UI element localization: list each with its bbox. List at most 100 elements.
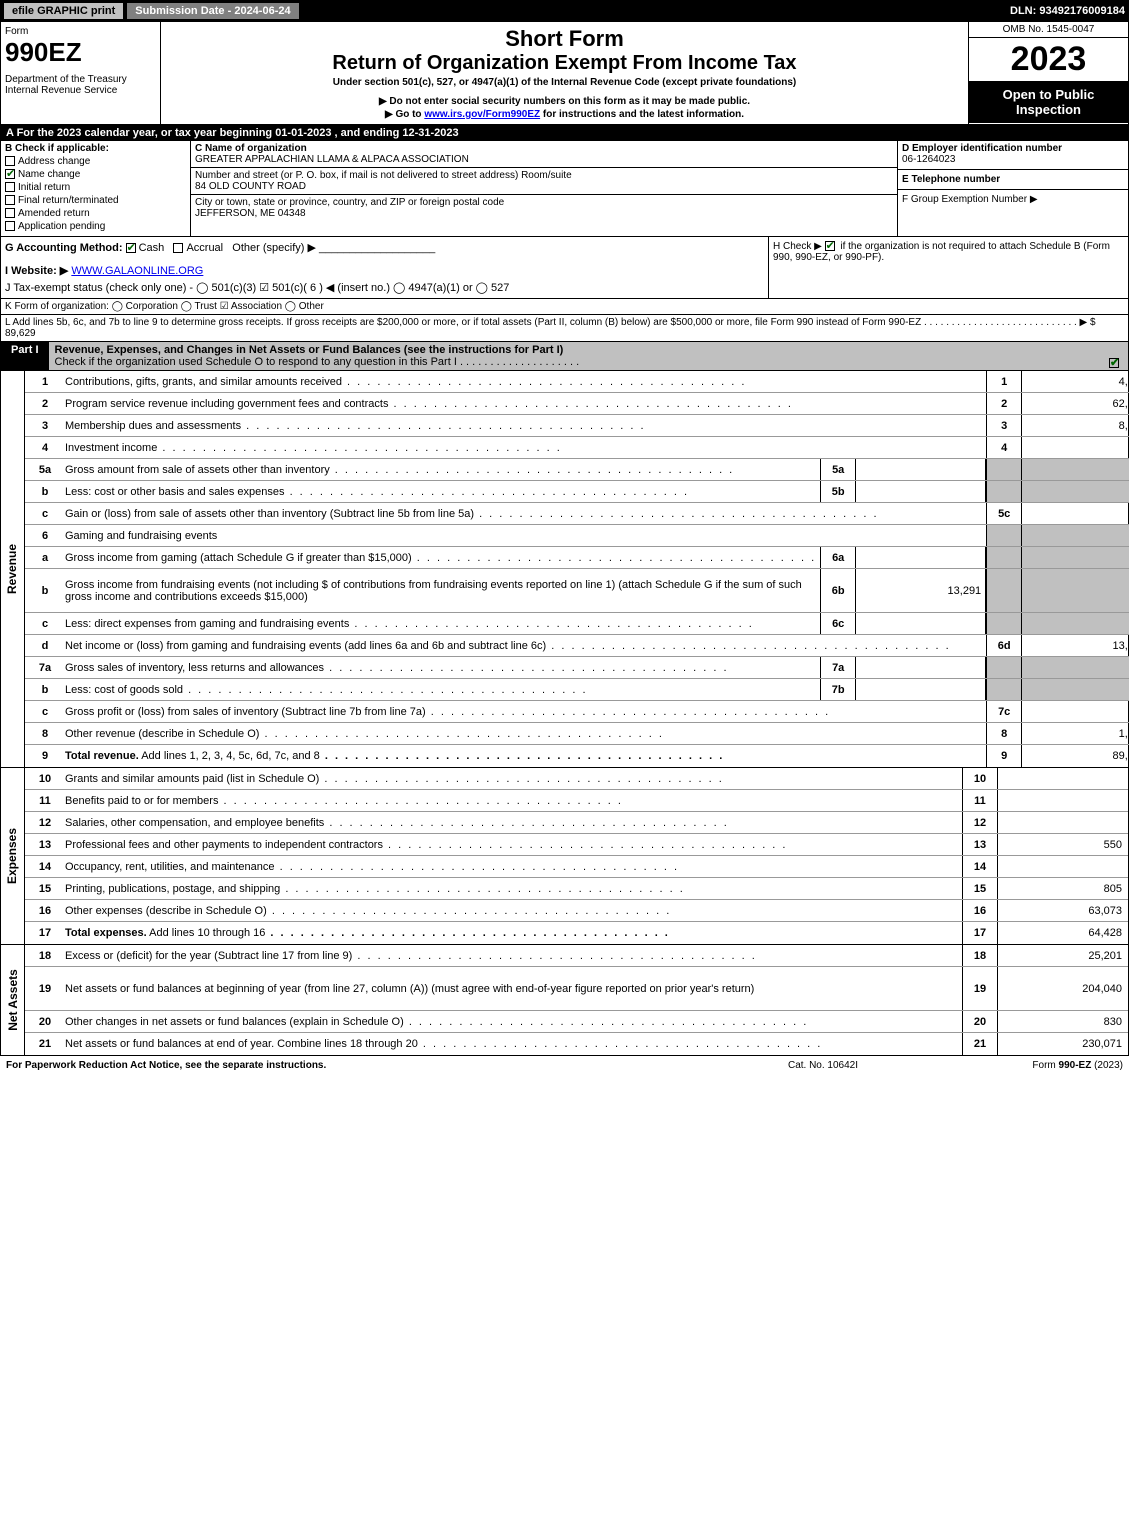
exp-line-12: 12Salaries, other compensation, and empl…: [25, 812, 1128, 834]
H-pre: H Check ▶: [773, 241, 825, 252]
irs-link[interactable]: www.irs.gov/Form990EZ: [424, 109, 540, 120]
rev-no-b: b: [25, 684, 65, 696]
rev-desc-c: Gain or (loss) from sale of assets other…: [65, 508, 986, 520]
exp-no-10: 10: [25, 773, 65, 785]
rev-ramt-4: [1022, 437, 1129, 458]
dln-label: DLN:: [1010, 5, 1039, 17]
rev-rno-b: [986, 481, 1022, 502]
header-right: OMB No. 1545-0047 2023 Open to Public In…: [968, 22, 1128, 124]
rev-ramt-d: 13,291: [1022, 635, 1129, 656]
rev-subno-b: 6b: [820, 569, 856, 612]
rev-subamt-a: [856, 547, 986, 568]
column-C: C Name of organization GREATER APPALACHI…: [191, 141, 898, 236]
net-rno-20: 20: [962, 1011, 998, 1032]
section-GH: G Accounting Method: Cash Accrual Other …: [0, 237, 1129, 299]
rev-line-a: aGross income from gaming (attach Schedu…: [25, 547, 1129, 569]
net-desc-18: Excess or (deficit) for the year (Subtra…: [65, 950, 962, 962]
rev-line-d: dNet income or (loss) from gaming and fu…: [25, 635, 1129, 657]
form-number: 990EZ: [5, 37, 156, 68]
submission-date-value: 2024-06-24: [234, 5, 290, 17]
part1-title: Revenue, Expenses, and Changes in Net As…: [49, 342, 1128, 370]
org-city: JEFFERSON, ME 04348: [195, 208, 893, 219]
rev-ramt-8: 1,888: [1022, 723, 1129, 744]
part1-tag: Part I: [1, 342, 49, 370]
rev-rno-c: 7c: [986, 701, 1022, 722]
rev-no-b: b: [25, 486, 65, 498]
net-ramt-18: 25,201: [998, 945, 1128, 966]
exp-line-14: 14Occupancy, rent, utilities, and mainte…: [25, 856, 1128, 878]
rev-line-5a: 5aGross amount from sale of assets other…: [25, 459, 1129, 481]
part1-checkbox[interactable]: [1109, 358, 1119, 368]
rev-line-c: cGross profit or (loss) from sales of in…: [25, 701, 1129, 723]
B-checkbox-4[interactable]: [5, 208, 15, 218]
G-label: G Accounting Method:: [5, 242, 126, 254]
net-ramt-19: 204,040: [998, 967, 1128, 1010]
cash-checkbox[interactable]: [126, 243, 136, 253]
B-checkbox-5[interactable]: [5, 221, 15, 231]
open-to-public: Open to Public Inspection: [969, 81, 1128, 123]
website-link[interactable]: WWW.GALAONLINE.ORG: [71, 265, 203, 277]
dln-value: 93492176009184: [1039, 5, 1125, 17]
rev-subamt-7a: [856, 657, 986, 678]
J-tax-exempt: J Tax-exempt status (check only one) - ◯…: [5, 281, 764, 294]
rev-rno-1: 1: [986, 371, 1022, 392]
rev-ramt-5a: [1022, 459, 1129, 480]
exp-desc-14: Occupancy, rent, utilities, and maintena…: [65, 861, 962, 873]
exp-desc-12: Salaries, other compensation, and employ…: [65, 817, 962, 829]
header-center: Short Form Return of Organization Exempt…: [161, 22, 968, 124]
B-checkbox-1[interactable]: [5, 169, 15, 179]
B-checkbox-2[interactable]: [5, 182, 15, 192]
rev-no-4: 4: [25, 442, 65, 454]
exp-rno-14: 14: [962, 856, 998, 877]
exp-ramt-15: 805: [998, 878, 1128, 899]
rev-desc-9: Total revenue. Add lines 1, 2, 3, 4, 5c,…: [65, 750, 986, 762]
rev-no-c: c: [25, 618, 65, 630]
exp-desc-17: Total expenses. Add lines 10 through 16: [65, 927, 962, 939]
net-no-18: 18: [25, 950, 65, 962]
rev-desc-b: Less: cost of goods sold: [65, 684, 820, 696]
exp-line-17: 17Total expenses. Add lines 10 through 1…: [25, 922, 1128, 944]
L-gross-receipts: L Add lines 5b, 6c, and 7b to line 9 to …: [0, 315, 1129, 342]
rev-subamt-b: [856, 679, 986, 700]
rev-line-2: 2Program service revenue including gover…: [25, 393, 1129, 415]
rev-no-a: a: [25, 552, 65, 564]
org-street: 84 OLD COUNTY ROAD: [195, 181, 893, 192]
exp-rno-13: 13: [962, 834, 998, 855]
F-group-label: F Group Exemption Number ▶: [902, 194, 1124, 205]
exp-no-12: 12: [25, 817, 65, 829]
exp-rno-15: 15: [962, 878, 998, 899]
rev-line-b: bGross income from fundraising events (n…: [25, 569, 1129, 613]
rev-line-4: 4Investment income4: [25, 437, 1129, 459]
rev-line-1: 1Contributions, gifts, grants, and simil…: [25, 371, 1129, 393]
omb-number: OMB No. 1545-0047: [969, 22, 1128, 38]
exp-ramt-14: [998, 856, 1128, 877]
rev-ramt-c: [1022, 503, 1129, 524]
rev-line-3: 3Membership dues and assessments38,104: [25, 415, 1129, 437]
efile-print-button[interactable]: efile GRAPHIC print: [4, 3, 123, 19]
H-checkbox[interactable]: [825, 241, 835, 251]
rev-rno-9: 9: [986, 745, 1022, 767]
exp-rno-12: 12: [962, 812, 998, 833]
B-checkbox-3[interactable]: [5, 195, 15, 205]
rev-no-9: 9: [25, 750, 65, 762]
ein-value: 06-1264023: [902, 154, 1124, 165]
rev-rno-a: [986, 547, 1022, 568]
rev-rno-2: 2: [986, 393, 1022, 414]
rev-no-c: c: [25, 508, 65, 520]
rev-ramt-3: 8,104: [1022, 415, 1129, 436]
header-subtitle-1: Under section 501(c), 527, or 4947(a)(1)…: [165, 77, 964, 88]
rev-rno-7a: [986, 657, 1022, 678]
part1-header: Part I Revenue, Expenses, and Changes in…: [0, 342, 1129, 371]
exp-ramt-17: 64,428: [998, 922, 1128, 944]
revenue-vlabel: Revenue: [1, 371, 25, 767]
L-text: L Add lines 5b, 6c, and 7b to line 9 to …: [5, 317, 1096, 328]
accrual-checkbox[interactable]: [173, 243, 183, 253]
rev-line-b: bLess: cost of goods sold7b: [25, 679, 1129, 701]
exp-rno-10: 10: [962, 768, 998, 789]
net-no-20: 20: [25, 1016, 65, 1028]
B-checkbox-0[interactable]: [5, 156, 15, 166]
rev-line-9: 9Total revenue. Add lines 1, 2, 3, 4, 5c…: [25, 745, 1129, 767]
rev-ramt-9: 89,629: [1022, 745, 1129, 767]
rev-no-6: 6: [25, 530, 65, 542]
rev-no-3: 3: [25, 420, 65, 432]
